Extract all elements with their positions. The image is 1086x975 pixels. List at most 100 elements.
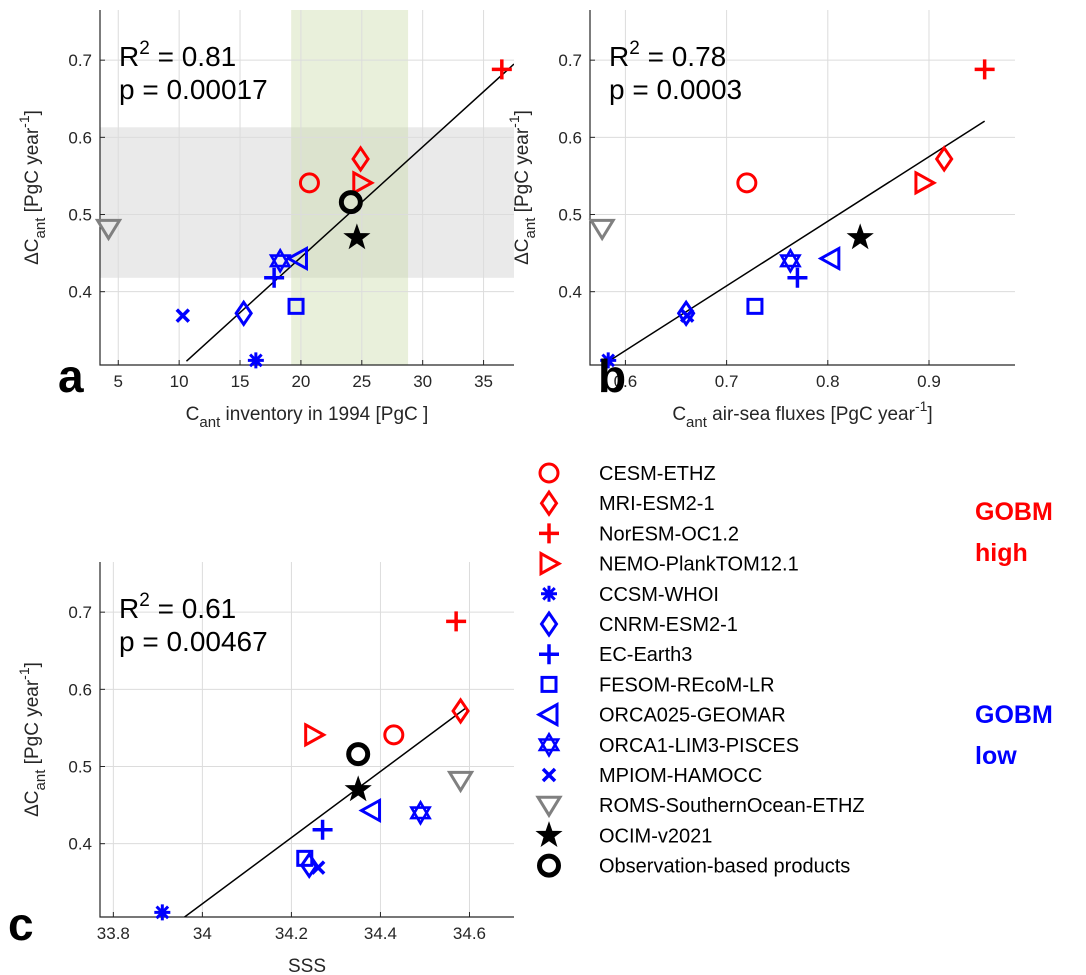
legend-label-nemo-planktom12-1: NEMO-PlankTOM12.1 xyxy=(599,554,799,576)
legend-label-orca025-geomar: ORCA025-GEOMAR xyxy=(599,705,786,727)
group-label-gobm-low-2: low xyxy=(975,742,1017,770)
r-squared-label: R2 = 0.78 xyxy=(609,38,726,72)
point-cnrm-esm2-1 xyxy=(234,299,253,327)
point-cesm-ethz xyxy=(298,172,320,194)
regression-line xyxy=(604,120,986,365)
legend-marker-cesm-ethz xyxy=(538,462,560,484)
point-ccsm-whoi xyxy=(154,904,171,921)
p-value-label: p = 0.0003 xyxy=(609,74,742,105)
legend-label-fesom-recom-lr: FESOM-REcoM-LR xyxy=(599,674,775,696)
point-mpiom-hamocc xyxy=(175,308,191,323)
x-tick-label: 0.7 xyxy=(715,372,739,391)
point-noresm-oc1-2 xyxy=(491,59,512,80)
legend-marker-fesom-recom-lr xyxy=(540,675,558,693)
point-mri-esm2-1 xyxy=(351,145,370,173)
y-tick-label: 0.4 xyxy=(68,835,92,854)
point-orca025-geomar xyxy=(358,797,382,824)
point-ec-earth3 xyxy=(264,267,285,288)
x-tick-label: 15 xyxy=(231,372,250,391)
panel-a: 5 10 15 20 25 30 35 0.4 0.5 0.6 0.7 R2 = 0.81p = 0.… xyxy=(16,10,514,431)
point-cesm-ethz xyxy=(383,724,405,746)
x-tick-label: 10 xyxy=(170,372,189,391)
legend-marker-ocim-v2021 xyxy=(535,821,563,847)
legend: CESM-ETHZ MRI-ESM2-1 NorESM-OC1.2 NEMO-Plan… xyxy=(535,462,1053,878)
inventory-range-band xyxy=(291,10,409,365)
point-ccsm-whoi xyxy=(247,352,264,369)
point-orca025-geomar xyxy=(817,245,841,272)
legend-label-mpiom-hamocc: MPIOM-HAMOCC xyxy=(599,765,762,787)
x-tick-label: 20 xyxy=(291,372,310,391)
point-cesm-ethz xyxy=(736,172,758,194)
point-ocim-v2021 xyxy=(846,223,874,250)
x-tick-label: 0.6 xyxy=(614,372,638,391)
p-value-label: p = 0.00467 xyxy=(119,626,268,657)
y-tick-label: 0.4 xyxy=(68,283,92,302)
legend-marker-orca025-geomar xyxy=(535,702,559,728)
point-mri-esm2-1 xyxy=(451,697,470,725)
legend-label-orca1-lim3-pisces: ORCA1-LIM3-PISCES xyxy=(599,735,799,757)
x-tick-label: 34.4 xyxy=(364,924,397,943)
axes-frame xyxy=(589,10,1015,366)
point-ocim-v2021 xyxy=(343,223,371,250)
point-fesom-recom-lr xyxy=(287,297,305,315)
point-fesom-recom-lr xyxy=(746,297,764,315)
point-nemo-planktom12-1 xyxy=(304,722,327,748)
x-tick-label: 34 xyxy=(193,924,212,943)
legend-label-cesm-ethz: CESM-ETHZ xyxy=(599,463,716,485)
point-orca1-lim3-pisces xyxy=(409,799,432,826)
x-axis-label: Cant air-sea fluxes [PgC year-1] xyxy=(672,398,932,431)
y-tick-label: 0.5 xyxy=(68,758,92,777)
point-noresm-oc1-2 xyxy=(446,611,467,632)
p-value-label: p = 0.00017 xyxy=(119,74,268,105)
point-ccsm-whoi xyxy=(600,352,617,369)
point-fesom-recom-lr xyxy=(296,849,314,867)
legend-label-ec-earth3: EC-Earth3 xyxy=(599,644,692,666)
x-axis-label: SSS xyxy=(288,956,326,975)
point-orca025-geomar xyxy=(285,245,308,272)
point-mpiom-hamocc xyxy=(310,860,326,875)
r-squared-label: R2 = 0.61 xyxy=(119,590,236,624)
y-tick-label: 0.7 xyxy=(68,51,92,70)
point-roms-southernocean-ethz xyxy=(446,770,475,794)
x-tick-label: 5 xyxy=(114,372,123,391)
x-tick-label: 25 xyxy=(352,372,371,391)
legend-label-ccsm-whoi: CCSM-WHOI xyxy=(599,584,719,606)
point-mri-esm2-1 xyxy=(934,145,954,173)
legend-marker-cnrm-esm2-1 xyxy=(539,610,559,638)
legend-label-observation-based-products: Observation-based products xyxy=(599,856,850,878)
y-tick-label: 0.6 xyxy=(68,128,92,147)
axes-frame xyxy=(99,10,514,366)
legend-marker-ec-earth3 xyxy=(539,644,559,665)
panel-letter-b: b xyxy=(598,350,626,402)
y-tick-label: 0.6 xyxy=(558,128,582,147)
legend-marker-roms-southernocean-ethz xyxy=(535,795,563,819)
legend-marker-mri-esm2-1 xyxy=(539,489,559,517)
panel-c: 33.8 34 34.2 34.4 34.6 0.4 0.5 0.6 0.7 R2 = 0.61p… xyxy=(8,562,514,975)
x-tick-label: 0.9 xyxy=(917,372,941,391)
legend-label-mri-esm2-1: MRI-ESM2-1 xyxy=(599,493,715,515)
point-orca1-lim3-pisces xyxy=(779,247,802,274)
x-tick-label: 0.8 xyxy=(816,372,840,391)
axes-frame xyxy=(99,562,514,918)
y-tick-label: 0.4 xyxy=(558,283,582,302)
point-roms-southernocean-ethz xyxy=(588,218,616,242)
point-ec-earth3 xyxy=(787,267,808,288)
y-tick-label: 0.6 xyxy=(68,680,92,699)
regression-line xyxy=(184,708,466,917)
y-axis-label: ΔCant [PgC year-1] xyxy=(16,662,49,817)
legend-label-ocim-v2021: OCIM-v2021 xyxy=(599,825,712,847)
y-axis-label: ΔCant [PgC year-1] xyxy=(16,110,49,265)
point-mpiom-hamocc xyxy=(679,308,695,323)
legend-marker-orca1-lim3-pisces xyxy=(537,731,561,758)
legend-label-cnrm-esm2-1: CNRM-ESM2-1 xyxy=(599,614,738,636)
point-ocim-v2021 xyxy=(344,775,372,802)
group-label-gobm-high-1: GOBM xyxy=(975,498,1053,526)
point-nemo-planktom12-1 xyxy=(352,170,375,196)
point-observation-based-products xyxy=(338,190,363,215)
x-axis-label: Cant inventory in 1994 [PgC ] xyxy=(186,404,429,431)
x-tick-label: 34.6 xyxy=(453,924,486,943)
point-orca1-lim3-pisces xyxy=(268,247,292,274)
legend-marker-nemo-planktom12-1 xyxy=(539,551,563,577)
point-nemo-planktom12-1 xyxy=(914,170,938,196)
